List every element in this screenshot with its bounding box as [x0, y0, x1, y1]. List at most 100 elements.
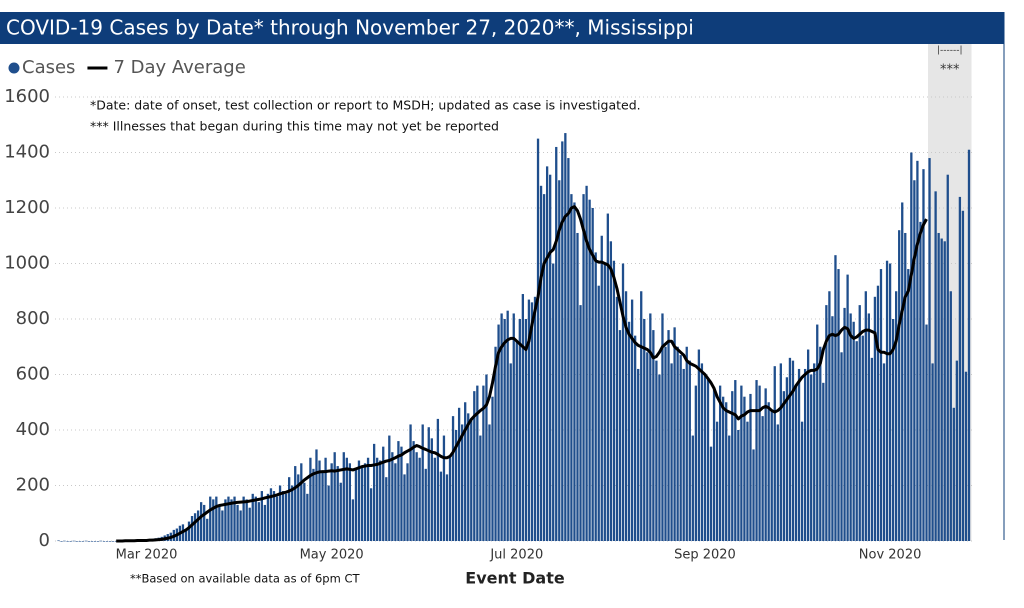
bar	[105, 541, 109, 542]
bar	[245, 499, 248, 541]
bar	[910, 152, 913, 541]
bar	[527, 299, 531, 541]
bar	[288, 477, 291, 541]
bar	[919, 221, 922, 541]
y-tick-label: 800	[16, 308, 50, 329]
bar	[442, 435, 446, 541]
bar	[810, 374, 813, 541]
x-tick-label: Nov 2020	[859, 548, 922, 563]
bar	[242, 496, 245, 541]
bar	[533, 296, 537, 541]
bar	[227, 496, 230, 541]
bar	[624, 291, 628, 541]
bar	[564, 133, 567, 541]
bar	[66, 541, 69, 542]
bar	[858, 305, 861, 541]
bar	[351, 499, 355, 541]
bar	[388, 435, 391, 541]
bar	[788, 357, 792, 541]
y-tick-label: 600	[16, 364, 50, 385]
bar	[682, 368, 685, 541]
bar	[263, 504, 267, 541]
bar	[876, 285, 880, 541]
y-tick-label: 200	[16, 475, 50, 496]
bar	[281, 491, 285, 541]
bar	[521, 294, 525, 541]
bar	[718, 385, 722, 541]
bar	[764, 388, 767, 541]
bar	[594, 252, 597, 541]
bar	[561, 141, 564, 541]
bar	[800, 421, 804, 541]
bar	[661, 313, 664, 541]
bar	[221, 510, 224, 541]
bar	[773, 366, 776, 541]
bar	[913, 180, 916, 541]
bar	[400, 446, 403, 541]
bar	[694, 385, 697, 541]
bar	[494, 346, 497, 541]
bar	[342, 452, 345, 541]
bar	[284, 493, 288, 541]
bar	[266, 493, 270, 541]
bar	[60, 541, 63, 542]
x-axis-title: Event Date	[465, 569, 565, 588]
bar	[99, 540, 103, 542]
bar	[209, 496, 212, 541]
bar	[372, 443, 376, 541]
bar	[967, 149, 971, 541]
bar	[806, 349, 810, 541]
bar	[391, 452, 394, 541]
bar	[75, 541, 78, 542]
bar	[770, 410, 773, 541]
bar	[709, 446, 713, 541]
bar	[822, 382, 825, 541]
bar	[630, 299, 634, 541]
bar	[922, 169, 925, 541]
bar	[567, 158, 570, 542]
bar	[755, 380, 758, 541]
x-tick-label: Sep 2020	[674, 548, 736, 563]
bar	[840, 352, 843, 541]
bar	[816, 324, 819, 541]
bar	[199, 502, 203, 541]
bar	[585, 185, 588, 542]
bar	[813, 363, 816, 541]
x-tick-label: May 2020	[300, 548, 364, 563]
bar	[819, 346, 822, 541]
bar	[397, 441, 400, 541]
bar	[278, 485, 282, 541]
bar	[218, 504, 221, 541]
bar	[509, 363, 512, 541]
bar	[958, 196, 962, 541]
legend-label: 7 Day Average	[113, 57, 245, 78]
bar	[482, 385, 485, 541]
bar	[612, 260, 616, 541]
bar	[591, 208, 594, 541]
bar	[870, 357, 874, 541]
bar	[433, 457, 436, 541]
note: *** Illnesses that began during this tim…	[90, 119, 499, 134]
bar	[430, 438, 433, 541]
bar	[461, 424, 464, 541]
bar	[418, 457, 421, 541]
bar	[609, 241, 613, 542]
bar	[961, 210, 965, 541]
bar	[791, 360, 795, 541]
bar	[357, 460, 361, 541]
bar	[743, 396, 746, 541]
bar	[861, 335, 864, 541]
bar	[676, 346, 679, 541]
bar	[542, 194, 546, 541]
bar	[500, 313, 503, 541]
bar	[102, 541, 106, 542]
y-tick-label: 0	[39, 530, 50, 551]
bar	[749, 393, 752, 541]
bar	[782, 391, 786, 541]
bar	[691, 435, 694, 541]
bar	[928, 158, 931, 542]
bar	[90, 541, 94, 542]
bar	[518, 319, 521, 541]
bar	[940, 238, 943, 541]
